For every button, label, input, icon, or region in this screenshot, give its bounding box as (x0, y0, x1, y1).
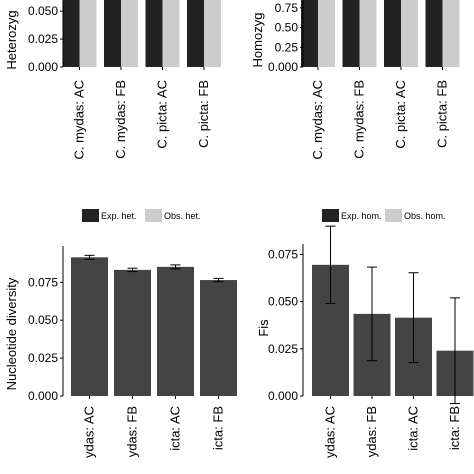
bar (114, 269, 151, 396)
bar-observed (401, 0, 418, 67)
legend-swatch-expected (82, 209, 99, 222)
bar-observed (79, 0, 97, 67)
bar-expected (342, 0, 360, 67)
legend-label-observed: Obs. hom. (404, 211, 446, 221)
bar-expected (384, 0, 401, 67)
bar-expected (301, 0, 318, 67)
x-tick-label: ydas: FB (125, 406, 140, 457)
x-tick-label: icta: AC (406, 406, 421, 451)
y-tick-label: 0.000 (268, 389, 298, 403)
y-axis-label: Homozyg (250, 13, 265, 68)
chart-fis: 0.000 0.025 0.050 0.075 Fis ydas: AC ydas: FB i… (256, 225, 474, 458)
y-axis-label: Nucleotide diversity (4, 277, 19, 390)
y-tick-label: 0.025 (28, 32, 58, 46)
legend-label-observed: Obs. het. (164, 211, 201, 221)
bar-observed (442, 0, 460, 67)
x-tick-label: C. picta: AC (155, 80, 170, 149)
x-tick-label: icta: AC (168, 406, 183, 451)
x-tick-label: C. mydas: AC (310, 80, 325, 159)
legend-swatch-expected (322, 209, 339, 222)
x-tick-label: icta: FB (447, 406, 462, 450)
legend-label-expected: Exp. hom. (341, 211, 382, 221)
x-tick-label: C. picta: AC (393, 80, 408, 149)
bar-expected (104, 0, 121, 67)
x-tick-label: C. picta: FB (435, 80, 450, 148)
chart-heterozygosity: 0.000 0.025 0.050 Heterozyg C. mydas: AC C. m… (4, 0, 221, 222)
y-tick-label: 0.25 (275, 40, 299, 54)
chart-homozygosity: 0.000 0.25 0.50 0.75 Homozyg C. mydas: AC C. m… (250, 0, 460, 222)
y-axis-label: Fis (256, 319, 271, 337)
y-tick-label: 0.050 (268, 295, 298, 309)
bar-observed (359, 0, 377, 67)
chart-nucleotide-diversity: 0.000 0.025 0.050 0.075 Nucleotide diversity… (4, 246, 237, 458)
y-tick-label: 0.025 (268, 342, 298, 356)
y-tick-label: 0.050 (28, 313, 58, 327)
y-tick-label: 0.50 (275, 21, 299, 35)
bar-expected (425, 0, 443, 67)
bar-observed (204, 0, 221, 67)
bar-expected (145, 0, 163, 67)
legend-swatch-observed (385, 209, 402, 222)
y-tick-label: 0.75 (275, 1, 299, 15)
bar-observed (121, 0, 138, 67)
legend-label-expected: Exp. het. (101, 211, 137, 221)
bar-observed (162, 0, 180, 67)
y-axis-label: Heterozyg (4, 10, 19, 69)
y-tick-label: 0.050 (28, 4, 58, 18)
legend-swatch-observed (145, 209, 162, 222)
y-tick-label: 0.000 (28, 60, 58, 74)
bar-expected (187, 0, 204, 67)
x-tick-label: ydas: AC (323, 406, 338, 458)
x-tick-label: C. mydas: AC (72, 80, 87, 159)
x-tick-label: C. mydas: FB (113, 80, 128, 159)
y-tick-label: 0.000 (28, 389, 58, 403)
bar (157, 266, 194, 396)
x-tick-label: icta: FB (211, 406, 226, 450)
y-tick-label: 0.000 (268, 60, 298, 74)
bar (71, 257, 108, 396)
x-tick-label: ydas: FB (364, 406, 379, 457)
y-tick-label: 0.075 (28, 275, 58, 289)
x-tick-label: C. mydas: FB (352, 80, 367, 159)
bar (200, 280, 237, 396)
y-tick-label: 0.025 (28, 351, 58, 365)
bar-observed (318, 0, 335, 67)
x-tick-label: ydas: AC (82, 406, 97, 458)
y-tick-label: 0.075 (268, 247, 298, 261)
x-tick-label: C. picta: FB (196, 80, 211, 148)
bar-expected (62, 0, 80, 67)
